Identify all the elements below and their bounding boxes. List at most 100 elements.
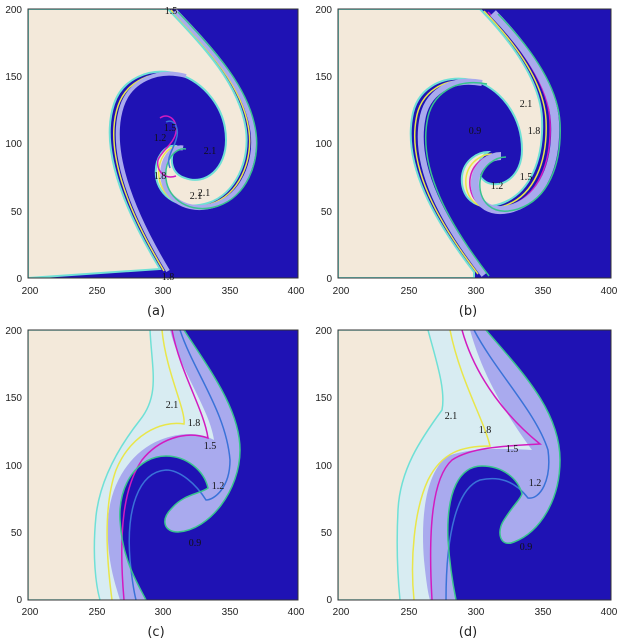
contour-1.5-c bbox=[121, 330, 209, 600]
caption-d: (d) bbox=[459, 625, 477, 640]
caption-b: (b) bbox=[459, 304, 477, 319]
plot-area-c bbox=[28, 330, 298, 600]
x-tick-c-400: 400 bbox=[288, 607, 305, 618]
x-tick-c-250: 250 bbox=[89, 607, 106, 618]
contour-label-d-2: 1.5 bbox=[506, 444, 519, 455]
y-tick-d-0: 0 bbox=[326, 595, 332, 606]
y-tick-b-200: 200 bbox=[315, 5, 332, 16]
contour-outer-b bbox=[414, 80, 479, 275]
contour-label-c-2: 1.5 bbox=[204, 441, 217, 452]
contour-labels-b: 2.1 1.8 0.9 1.5 1.2 bbox=[469, 99, 541, 192]
y-tick-c-0: 0 bbox=[16, 595, 22, 606]
contour-label-a-7: 2.1 bbox=[190, 191, 203, 202]
contour-label-d-4: 0.9 bbox=[520, 542, 533, 553]
y-tick-b-0: 0 bbox=[326, 274, 332, 285]
x-tick-a-200: 200 bbox=[22, 286, 39, 297]
x-tick-b-200: 200 bbox=[333, 286, 350, 297]
x-ticks-d: 200 250 300 350 400 bbox=[333, 607, 618, 618]
contour-1.2-a bbox=[165, 120, 178, 169]
x-tick-a-350: 350 bbox=[222, 286, 239, 297]
axes-frame-d bbox=[337, 329, 612, 601]
x-ticks-c: 200 250 300 350 400 bbox=[22, 607, 305, 618]
light-region-a bbox=[28, 9, 248, 278]
x-tick-a-300: 300 bbox=[155, 286, 172, 297]
contour-1.5-d bbox=[429, 330, 543, 600]
x-tick-b-250: 250 bbox=[401, 286, 418, 297]
plot-area-a bbox=[28, 9, 298, 278]
contour-label-b-2: 0.9 bbox=[469, 126, 482, 137]
contour-0.9-d bbox=[447, 330, 561, 600]
contour-1.8-b bbox=[465, 10, 547, 209]
light-region-d bbox=[338, 330, 444, 600]
contour-outer-0.9-b bbox=[425, 82, 490, 277]
y-tick-b-150: 150 bbox=[315, 72, 332, 83]
y-tick-d-150: 150 bbox=[315, 393, 332, 404]
contour-label-a-4: 1.8 bbox=[154, 171, 167, 182]
y-tick-c-200: 200 bbox=[5, 326, 22, 337]
contour-labels-a: 1.5 1.8 1.5 1.2 1.8 2.1 2.1 2.1 bbox=[154, 6, 217, 283]
y-tick-a-100: 100 bbox=[5, 139, 22, 150]
caption-c: (c) bbox=[147, 625, 164, 640]
y-ticks-a: 0 50 100 150 200 bbox=[5, 5, 22, 285]
contour-0.9-a bbox=[165, 11, 258, 210]
contour-1.5-a bbox=[156, 115, 177, 178]
y-tick-c-50: 50 bbox=[11, 528, 23, 539]
contour-label-d-0: 2.1 bbox=[445, 411, 458, 422]
contour-0.9-b bbox=[479, 13, 561, 212]
contour-label-c-1: 1.8 bbox=[188, 418, 201, 429]
y-tick-a-200: 200 bbox=[5, 5, 22, 16]
axes-frame-b bbox=[337, 8, 612, 279]
y-tick-b-50: 50 bbox=[321, 207, 333, 218]
y-tick-d-100: 100 bbox=[315, 461, 332, 472]
x-tick-b-400: 400 bbox=[601, 286, 618, 297]
contour-label-a-6: 2.1 bbox=[198, 188, 211, 199]
panel-c: 200 250 300 350 400 0 50 100 150 200 2.1… bbox=[5, 326, 304, 640]
contour-label-c-4: 0.9 bbox=[189, 538, 202, 549]
y-tick-a-50: 50 bbox=[11, 207, 23, 218]
x-tick-b-300: 300 bbox=[468, 286, 485, 297]
contour-label-d-1: 1.8 bbox=[479, 425, 492, 436]
contour-label-a-0: 1.5 bbox=[165, 6, 178, 17]
contour-label-a-2: 1.5 bbox=[164, 123, 177, 134]
y-tick-d-200: 200 bbox=[315, 326, 332, 337]
contour-0.9-c bbox=[119, 330, 241, 600]
axes-frame-c bbox=[27, 329, 299, 601]
y-ticks-b: 0 50 100 150 200 bbox=[315, 5, 332, 285]
caption-a: (a) bbox=[147, 304, 165, 319]
contour-outer-band-b bbox=[417, 78, 487, 277]
y-tick-b-100: 100 bbox=[315, 139, 332, 150]
x-tick-d-300: 300 bbox=[468, 607, 485, 618]
y-tick-c-100: 100 bbox=[5, 461, 22, 472]
x-tick-c-300: 300 bbox=[155, 607, 172, 618]
x-ticks-b: 200 250 300 350 400 bbox=[333, 286, 618, 297]
x-tick-b-350: 350 bbox=[535, 286, 552, 297]
contour-band-a bbox=[160, 9, 257, 211]
contour-1.8-d bbox=[411, 330, 491, 600]
x-tick-a-250: 250 bbox=[89, 286, 106, 297]
plot-area-b bbox=[338, 9, 611, 278]
contour-label-c-0: 2.1 bbox=[166, 400, 179, 411]
light-region-c bbox=[28, 330, 154, 600]
panel-d: 200 250 300 350 400 0 50 100 150 200 2.1… bbox=[315, 326, 617, 640]
contour-outer-band-a bbox=[115, 71, 187, 273]
x-tick-a-400: 400 bbox=[288, 286, 305, 297]
y-tick-a-150: 150 bbox=[5, 72, 22, 83]
contour-label-a-5: 2.1 bbox=[204, 146, 217, 157]
y-tick-a-0: 0 bbox=[16, 274, 22, 285]
contour-labels-c: 2.1 1.8 1.5 1.2 0.9 bbox=[166, 400, 225, 549]
x-tick-d-350: 350 bbox=[535, 607, 552, 618]
y-ticks-c: 0 50 100 150 200 bbox=[5, 326, 22, 606]
contour-label-a-1: 1.8 bbox=[162, 272, 175, 283]
contour-label-d-3: 1.2 bbox=[529, 478, 542, 489]
x-ticks-a: 200 250 300 350 400 bbox=[22, 286, 305, 297]
contour-label-a-3: 1.2 bbox=[154, 133, 167, 144]
x-tick-c-200: 200 bbox=[22, 607, 39, 618]
contour-1.8-c bbox=[106, 330, 185, 600]
y-tick-d-50: 50 bbox=[321, 528, 333, 539]
panel-a: 200 250 300 350 400 0 50 100 150 200 1.5… bbox=[5, 5, 304, 319]
plot-area-d bbox=[338, 330, 611, 600]
contour-band-b bbox=[470, 10, 560, 214]
panel-b: 200 250 300 350 400 0 50 100 150 200 2.1… bbox=[315, 5, 617, 319]
x-tick-d-200: 200 bbox=[333, 607, 350, 618]
x-tick-c-350: 350 bbox=[222, 607, 239, 618]
